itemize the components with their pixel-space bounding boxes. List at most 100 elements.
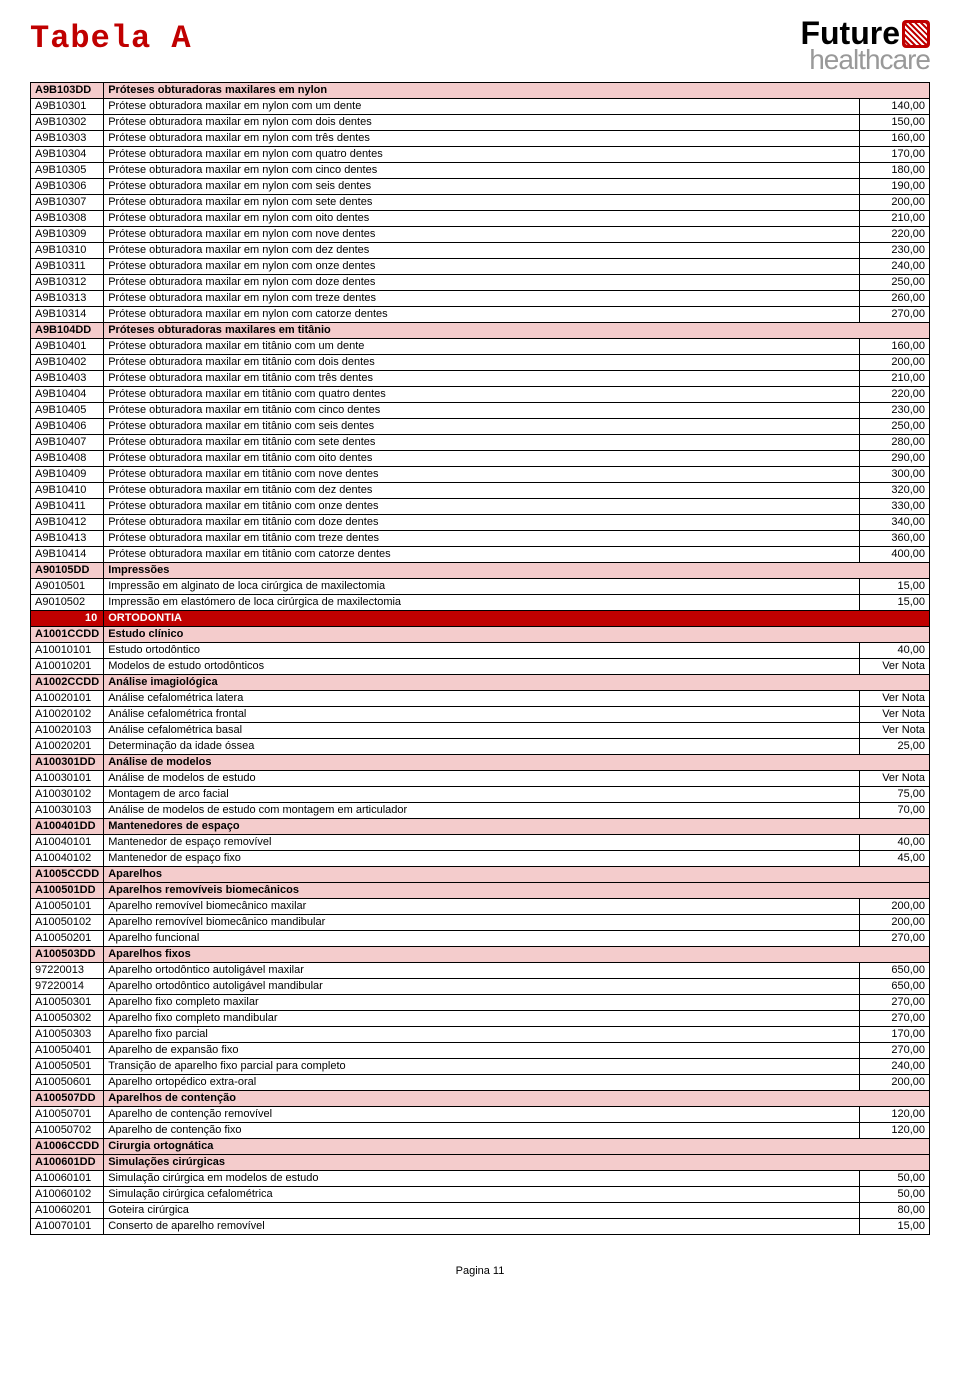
code-cell: A10050701 (31, 1106, 104, 1122)
desc-cell: Aparelho de contenção fixo (104, 1122, 860, 1138)
price-cell (860, 818, 930, 834)
code-cell: A100301DD (31, 754, 104, 770)
table-row: A9B10311Prótese obturadora maxilar em ny… (31, 258, 930, 274)
desc-cell: Análise cefalométrica latera (104, 690, 860, 706)
table-row: A10030101Análise de modelos de estudoVer… (31, 770, 930, 786)
desc-cell: Prótese obturadora maxilar em titânio co… (104, 498, 860, 514)
page-footer: Pagina 11 (30, 1265, 930, 1277)
desc-cell: Prótese obturadora maxilar em nylon com … (104, 274, 860, 290)
code-cell: A10030102 (31, 786, 104, 802)
price-cell: 150,00 (860, 114, 930, 130)
table-row: A9010501Impressão em alginato de loca ci… (31, 578, 930, 594)
price-cell: Ver Nota (860, 706, 930, 722)
price-cell (860, 610, 930, 626)
table-row: A1006CCDDCirurgia ortognática (31, 1138, 930, 1154)
code-cell: A9B10313 (31, 290, 104, 306)
desc-cell: Aparelho ortodôntico autoligável maxilar (104, 962, 860, 978)
code-cell: A10050101 (31, 898, 104, 914)
price-cell: 170,00 (860, 1026, 930, 1042)
desc-cell: Cirurgia ortognática (104, 1138, 860, 1154)
price-cell: 170,00 (860, 146, 930, 162)
desc-cell: Aparelhos removíveis biomecânicos (104, 882, 860, 898)
desc-cell: Simulações cirúrgicas (104, 1154, 860, 1170)
desc-cell: Prótese obturadora maxilar em nylon com … (104, 242, 860, 258)
price-cell: 330,00 (860, 498, 930, 514)
table-row: A10030103Análise de modelos de estudo co… (31, 802, 930, 818)
price-cell (860, 754, 930, 770)
price-cell: 160,00 (860, 130, 930, 146)
desc-cell: Impressão em alginato de loca cirúrgica … (104, 578, 860, 594)
price-cell (860, 946, 930, 962)
code-cell: A10050501 (31, 1058, 104, 1074)
table-row: A10060101Simulação cirúrgica em modelos … (31, 1170, 930, 1186)
desc-cell: Prótese obturadora maxilar em nylon com … (104, 226, 860, 242)
code-cell: A1005CCDD (31, 866, 104, 882)
table-row: A100507DDAparelhos de contenção (31, 1090, 930, 1106)
desc-cell: Prótese obturadora maxilar em titânio co… (104, 530, 860, 546)
table-row: A1005CCDDAparelhos (31, 866, 930, 882)
table-row: A9B10301Prótese obturadora maxilar em ny… (31, 98, 930, 114)
desc-cell: Mantenedor de espaço removível (104, 834, 860, 850)
price-cell: 230,00 (860, 402, 930, 418)
desc-cell: Prótese obturadora maxilar em nylon com … (104, 98, 860, 114)
table-row: A9B10403Prótese obturadora maxilar em ti… (31, 370, 930, 386)
code-cell: A10030101 (31, 770, 104, 786)
table-row: A9B10407Prótese obturadora maxilar em ti… (31, 434, 930, 450)
desc-cell: Mantenedor de espaço fixo (104, 850, 860, 866)
desc-cell: Próteses obturadoras maxilares em titâni… (104, 322, 860, 338)
code-cell: 97220014 (31, 978, 104, 994)
table-row: A10050303Aparelho fixo parcial170,00 (31, 1026, 930, 1042)
price-cell: 280,00 (860, 434, 930, 450)
table-row: A9B103DDPróteses obturadoras maxilares e… (31, 82, 930, 98)
desc-cell: Análise imagiológica (104, 674, 860, 690)
code-cell: A9B10403 (31, 370, 104, 386)
desc-cell: Análise cefalométrica basal (104, 722, 860, 738)
table-row: A9B10313Prótese obturadora maxilar em ny… (31, 290, 930, 306)
price-cell (860, 1138, 930, 1154)
desc-cell: Prótese obturadora maxilar em titânio co… (104, 418, 860, 434)
code-cell: A100601DD (31, 1154, 104, 1170)
desc-cell: Prótese obturadora maxilar em titânio co… (104, 482, 860, 498)
desc-cell: Análise de modelos de estudo (104, 770, 860, 786)
table-row: A9B10402Prótese obturadora maxilar em ti… (31, 354, 930, 370)
code-cell: A1002CCDD (31, 674, 104, 690)
table-row: A100601DDSimulações cirúrgicas (31, 1154, 930, 1170)
price-cell: 250,00 (860, 418, 930, 434)
code-cell: A9B10407 (31, 434, 104, 450)
desc-cell: Prótese obturadora maxilar em nylon com … (104, 178, 860, 194)
price-cell: 260,00 (860, 290, 930, 306)
code-cell: A9B10310 (31, 242, 104, 258)
price-cell: Ver Nota (860, 722, 930, 738)
desc-cell: Goteira cirúrgica (104, 1202, 860, 1218)
table-row: A9B10404Prótese obturadora maxilar em ti… (31, 386, 930, 402)
code-cell: A10010101 (31, 642, 104, 658)
price-cell: 15,00 (860, 1218, 930, 1234)
table-row: A1001CCDDEstudo clínico (31, 626, 930, 642)
code-cell: A9B10301 (31, 98, 104, 114)
table-row: 97220013Aparelho ortodôntico autoligável… (31, 962, 930, 978)
desc-cell: Impressões (104, 562, 860, 578)
table-row: A9B10305Prótese obturadora maxilar em ny… (31, 162, 930, 178)
desc-cell: Prótese obturadora maxilar em nylon com … (104, 258, 860, 274)
desc-cell: Aparelhos fixos (104, 946, 860, 962)
table-row: A9B10312Prótese obturadora maxilar em ny… (31, 274, 930, 290)
price-cell (860, 562, 930, 578)
desc-cell: Prótese obturadora maxilar em titânio co… (104, 434, 860, 450)
desc-cell: Mantenedores de espaço (104, 818, 860, 834)
table-row: A9B10409Prótese obturadora maxilar em ti… (31, 466, 930, 482)
table-row: A9B10411Prótese obturadora maxilar em ti… (31, 498, 930, 514)
price-cell: 200,00 (860, 194, 930, 210)
desc-cell: Montagem de arco facial (104, 786, 860, 802)
desc-cell: Conserto de aparelho removível (104, 1218, 860, 1234)
code-cell: A9B10311 (31, 258, 104, 274)
table-row: A9B10306Prótese obturadora maxilar em ny… (31, 178, 930, 194)
desc-cell: Análise de modelos de estudo com montage… (104, 802, 860, 818)
desc-cell: Prótese obturadora maxilar em nylon com … (104, 130, 860, 146)
desc-cell: Transição de aparelho fixo parcial para … (104, 1058, 860, 1074)
code-cell: A9B104DD (31, 322, 104, 338)
price-cell: Ver Nota (860, 690, 930, 706)
desc-cell: Aparelho removível biomecânico mandibula… (104, 914, 860, 930)
table-row: A9B10302Prótese obturadora maxilar em ny… (31, 114, 930, 130)
page-header: Tabela A Future healthcare (30, 20, 930, 72)
code-cell: A9B10302 (31, 114, 104, 130)
